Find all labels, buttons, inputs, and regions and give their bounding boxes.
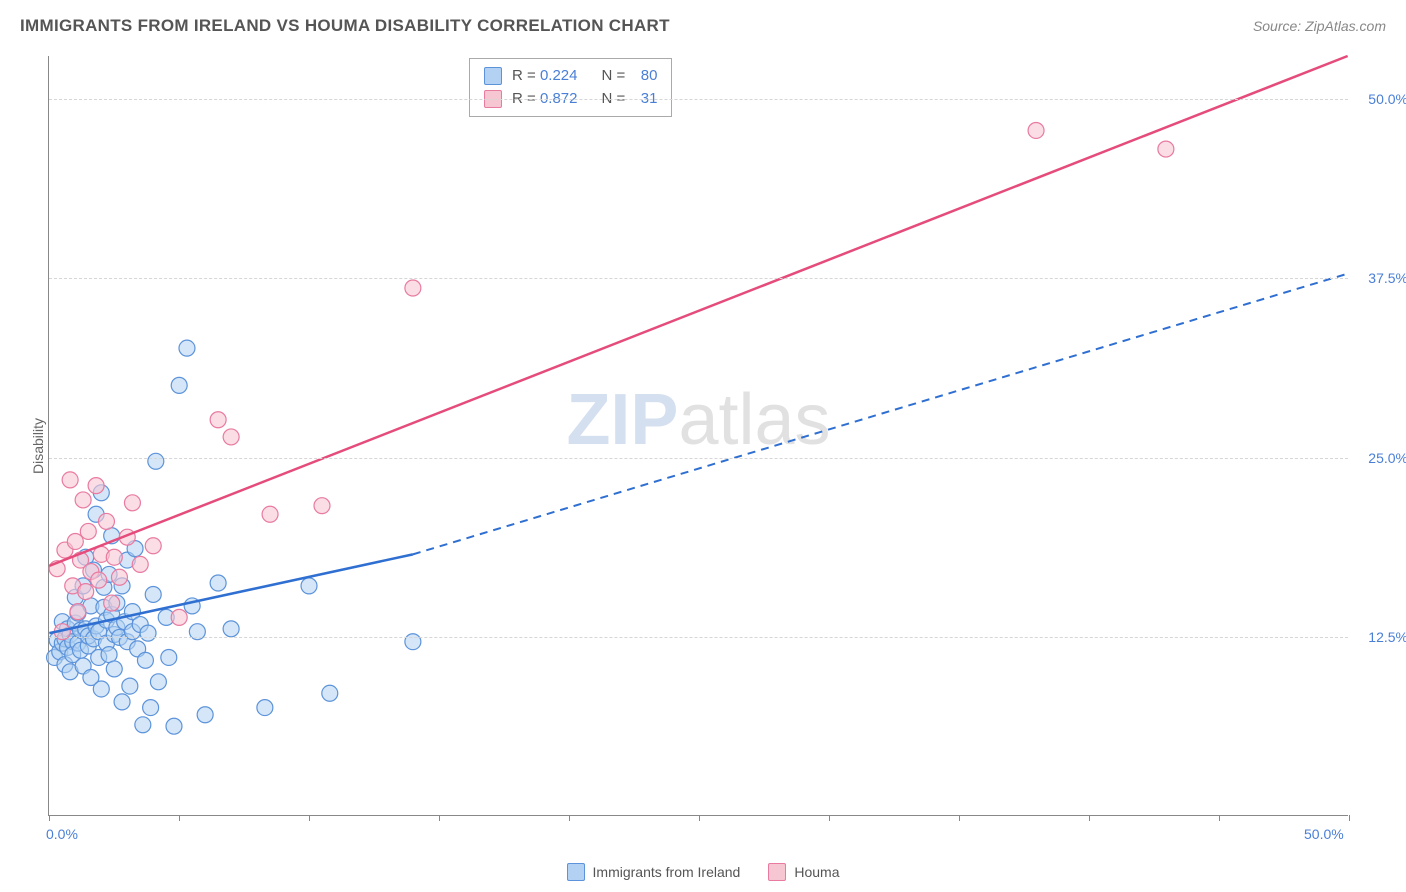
x-tick (179, 815, 180, 821)
scatter-point (161, 649, 177, 665)
scatter-point (132, 556, 148, 572)
scatter-point (114, 694, 130, 710)
gridline (49, 637, 1348, 638)
x-tick (569, 815, 570, 821)
scatter-point (145, 538, 161, 554)
chart-title: IMMIGRANTS FROM IRELAND VS HOUMA DISABIL… (20, 16, 670, 36)
x-tick (1219, 815, 1220, 821)
scatter-point (80, 523, 96, 539)
y-tick-label: 25.0% (1354, 450, 1406, 466)
x-tick (829, 815, 830, 821)
scatter-point (106, 549, 122, 565)
legend-swatch (768, 863, 786, 881)
trend-line (49, 56, 1347, 566)
chart-source: Source: ZipAtlas.com (1253, 18, 1386, 34)
scatter-point (262, 506, 278, 522)
scatter-point (210, 412, 226, 428)
legend-swatch (567, 863, 585, 881)
plot-area: ZIPatlas R = 0.224N = 80R = 0.872N = 31 … (48, 56, 1348, 816)
scatter-point (93, 681, 109, 697)
scatter-point (140, 625, 156, 641)
scatter-point (171, 377, 187, 393)
scatter-point (210, 575, 226, 591)
scatter-point (171, 609, 187, 625)
scatter-point (143, 700, 159, 716)
x-axis-max-label: 50.0% (1304, 826, 1344, 842)
trend-line-dashed (413, 274, 1348, 555)
stats-row: R = 0.224N = 80 (484, 65, 657, 88)
scatter-point (405, 280, 421, 296)
x-tick (309, 815, 310, 821)
stats-legend: R = 0.224N = 80R = 0.872N = 31 (469, 58, 672, 117)
legend-item: Houma (768, 863, 839, 881)
scatter-point (88, 478, 104, 494)
x-tick (1349, 815, 1350, 821)
scatter-point (145, 586, 161, 602)
scatter-point (122, 678, 138, 694)
x-tick (49, 815, 50, 821)
chart-svg (49, 56, 1348, 815)
scatter-point (197, 707, 213, 723)
y-axis-label: Disability (30, 418, 46, 474)
y-tick-label: 50.0% (1354, 91, 1406, 107)
scatter-point (257, 700, 273, 716)
scatter-point (301, 578, 317, 594)
scatter-point (137, 652, 153, 668)
scatter-point (322, 685, 338, 701)
x-tick (699, 815, 700, 821)
scatter-point (98, 513, 114, 529)
scatter-point (104, 595, 120, 611)
x-axis-zero-label: 0.0% (46, 826, 78, 842)
scatter-point (106, 661, 122, 677)
y-tick-label: 37.5% (1354, 270, 1406, 286)
scatter-point (150, 674, 166, 690)
scatter-point (1028, 122, 1044, 138)
scatter-point (124, 495, 140, 511)
scatter-point (223, 429, 239, 445)
scatter-point (148, 453, 164, 469)
gridline (49, 458, 1348, 459)
x-tick (439, 815, 440, 821)
scatter-point (91, 572, 107, 588)
legend-item: Immigrants from Ireland (567, 863, 741, 881)
gridline (49, 278, 1348, 279)
scatter-point (111, 569, 127, 585)
scatter-point (75, 492, 91, 508)
stats-swatch (484, 67, 502, 85)
scatter-point (70, 604, 86, 620)
scatter-point (1158, 141, 1174, 157)
scatter-point (78, 584, 94, 600)
series-legend: Immigrants from Ireland Houma (0, 858, 1406, 886)
x-tick (1089, 815, 1090, 821)
scatter-point (166, 718, 182, 734)
scatter-point (135, 717, 151, 733)
y-tick-label: 12.5% (1354, 629, 1406, 645)
x-tick (959, 815, 960, 821)
gridline (49, 99, 1348, 100)
scatter-point (223, 621, 239, 637)
scatter-point (67, 533, 83, 549)
scatter-point (314, 498, 330, 514)
scatter-point (101, 647, 117, 663)
scatter-point (179, 340, 195, 356)
scatter-point (62, 472, 78, 488)
